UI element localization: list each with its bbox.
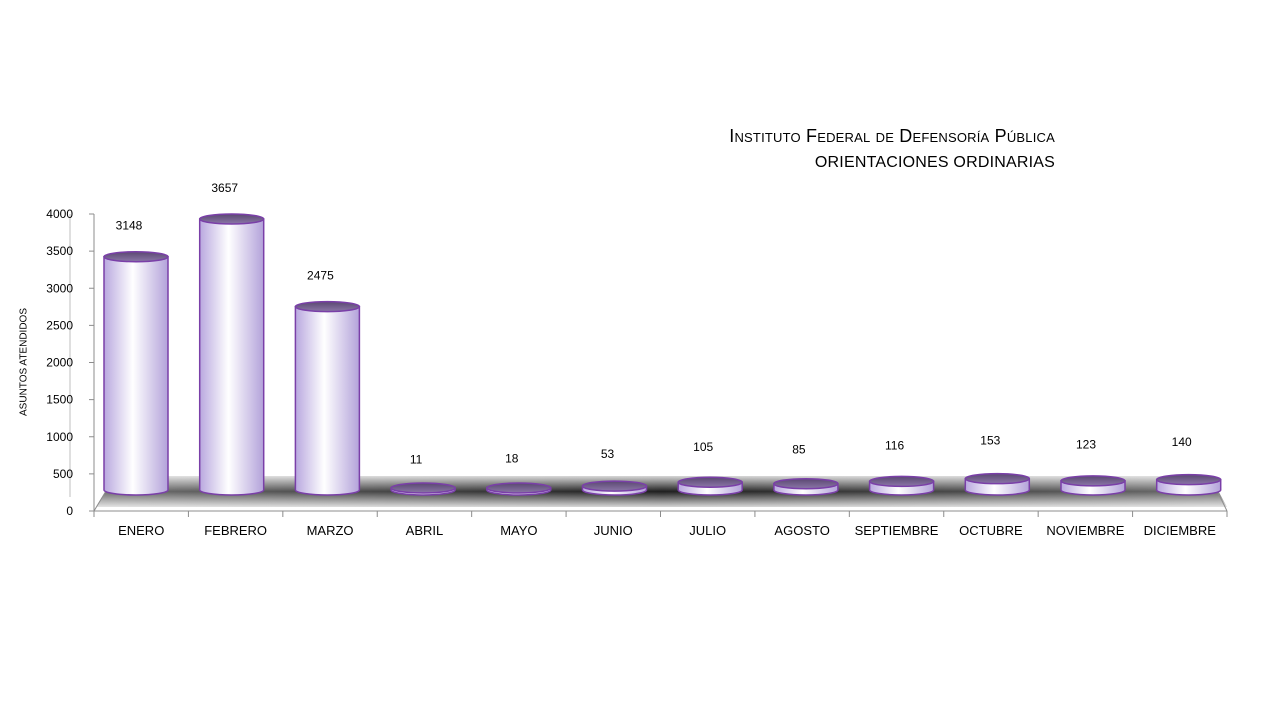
- bar-top: [581, 480, 648, 492]
- bar-top: [868, 475, 935, 488]
- data-label: 153: [980, 433, 1000, 447]
- data-label: 3148: [116, 219, 143, 233]
- bar-top: [773, 477, 839, 490]
- bar-top: [103, 250, 169, 263]
- bar: [773, 477, 839, 496]
- x-tick-label: MARZO: [307, 523, 354, 538]
- y-tick-label: 1500: [46, 393, 73, 407]
- bar: [868, 475, 935, 496]
- bar-top: [1155, 473, 1222, 486]
- y-tick-label: 500: [53, 467, 73, 481]
- bar-body: [103, 255, 169, 496]
- chart-title: Instituto Federal de Defensoría Pública: [729, 126, 1055, 146]
- bar-top: [677, 476, 743, 488]
- bar-top: [294, 300, 361, 313]
- data-label: 11: [410, 453, 423, 467]
- x-tick-label: AGOSTO: [774, 523, 829, 538]
- x-tick-label: OCTUBRE: [959, 523, 1023, 538]
- data-label: 116: [885, 438, 904, 452]
- chart-subtitle: ORIENTACIONES ORDINARIAS: [814, 154, 1055, 171]
- x-tick-label: NOVIEMBRE: [1046, 523, 1124, 538]
- bar: [964, 472, 1031, 496]
- bar: [581, 480, 648, 496]
- y-tick-label: 0: [66, 504, 73, 518]
- bar: [103, 250, 169, 496]
- x-tick-label: DICIEMBRE: [1144, 523, 1217, 538]
- y-tick-label: 4000: [46, 207, 73, 221]
- bar-body: [294, 305, 361, 496]
- x-tick-label: FEBRERO: [204, 523, 267, 538]
- x-tick-label: JUNIO: [594, 523, 633, 538]
- bar-top: [486, 482, 552, 494]
- data-label: 3657: [211, 181, 238, 195]
- x-tick-label: ENERO: [118, 523, 164, 538]
- data-label: 18: [505, 452, 519, 466]
- y-tick-label: 2000: [46, 356, 73, 370]
- bar: [294, 300, 361, 496]
- data-label: 123: [1076, 437, 1096, 451]
- data-label: 53: [601, 447, 615, 461]
- data-label: 140: [1172, 435, 1192, 449]
- chart-floor-sheen: [96, 476, 1227, 507]
- data-label: 105: [693, 440, 713, 454]
- x-tick-label: SEPTIEMBRE: [855, 523, 939, 538]
- y-tick-label: 3500: [46, 244, 73, 258]
- bar: [1060, 475, 1126, 496]
- data-label: 85: [792, 443, 806, 457]
- bar-top: [1060, 475, 1126, 487]
- bar-body: [198, 218, 265, 496]
- bar: [677, 476, 743, 496]
- bar: [486, 482, 552, 496]
- x-tick-label: MAYO: [500, 523, 537, 538]
- data-label: 2475: [307, 269, 334, 283]
- y-tick-label: 1000: [46, 430, 73, 444]
- bar: [390, 482, 456, 496]
- y-tick-label: 3000: [46, 281, 73, 295]
- x-tick-label: ABRIL: [406, 523, 444, 538]
- x-tick-label: JULIO: [689, 523, 726, 538]
- bar: [1155, 473, 1222, 496]
- bar-top: [390, 482, 456, 494]
- bar-top: [198, 213, 265, 225]
- y-tick-label: 2500: [46, 318, 73, 332]
- bar-top: [964, 472, 1031, 485]
- bar: [198, 213, 265, 496]
